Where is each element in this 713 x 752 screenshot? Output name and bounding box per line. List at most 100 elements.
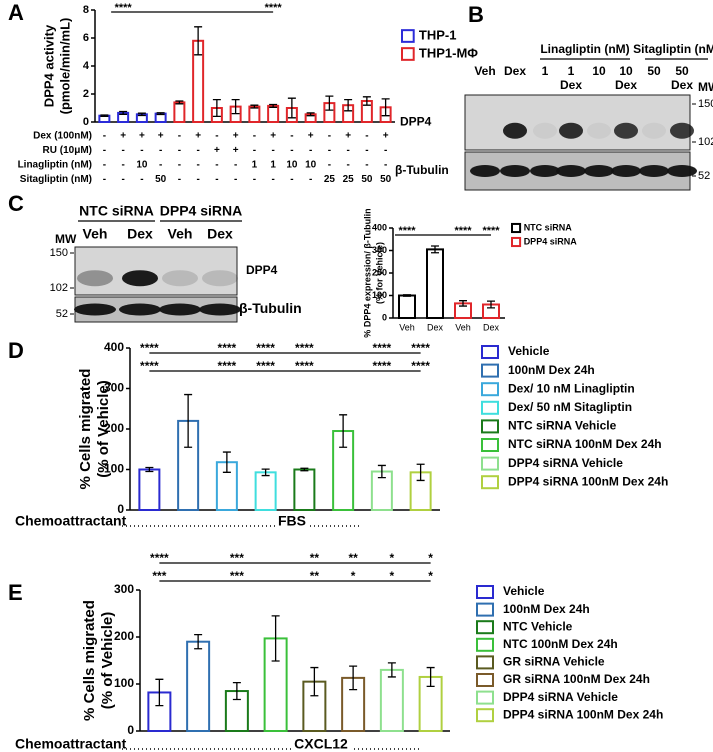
legend-label: NTC siRNA: [524, 222, 573, 232]
legend-label: Dex/ 50 nM Sitagliptin: [508, 400, 632, 414]
legend-swatch: [481, 419, 499, 434]
legend-swatch: [401, 47, 415, 61]
condition-value: -: [309, 174, 312, 185]
error-bar: [362, 96, 371, 106]
legend-label: DPP4 siRNA: [524, 236, 578, 246]
panel-label: B: [468, 2, 484, 27]
significance-label: ****: [295, 359, 314, 373]
error-bar: [137, 112, 146, 117]
lane-label: Dex: [207, 226, 233, 242]
legend-swatch: [476, 602, 494, 617]
significance-label: **: [310, 569, 320, 583]
bar: [379, 668, 404, 733]
group-label: Linagliptin (nM): [540, 42, 629, 56]
significance-label: ***: [152, 569, 166, 583]
condition-value: -: [140, 174, 143, 185]
condition-value: -: [196, 160, 199, 171]
significance-label: ****: [454, 225, 472, 237]
error-bar: [310, 666, 319, 697]
mw-label: 102: [698, 136, 713, 148]
lane-label: Dex: [560, 78, 582, 92]
band: [667, 165, 697, 177]
bar: [138, 468, 161, 511]
condition-value: -: [178, 145, 181, 156]
lane-label: Dex: [127, 226, 153, 242]
lane-label: 1: [568, 64, 575, 78]
lane-label: 50: [647, 64, 661, 78]
y-axis-label: (pmole/min/mL): [57, 18, 72, 115]
error-bar: [459, 300, 467, 307]
y-tick-label: 4: [83, 60, 90, 72]
x-tick-label: Veh: [399, 322, 415, 332]
blot-dpp4: [464, 94, 691, 151]
y-axis-label: % DPP4 expression/ β-Tubulin: [362, 208, 372, 337]
error-bar: [222, 451, 231, 473]
error-bar: [426, 666, 435, 687]
mw-label: 52: [56, 308, 68, 320]
legend-swatch: [511, 222, 522, 234]
significance-label: ****: [373, 341, 392, 355]
band: [74, 303, 116, 316]
significance-label: **: [310, 551, 320, 565]
condition-value: -: [271, 145, 274, 156]
band: [556, 165, 586, 177]
y-tick-label: 200: [372, 267, 387, 277]
legend-swatch: [476, 655, 494, 670]
legend-label: DPP4 siRNA Vehicle: [508, 456, 623, 470]
bar: [293, 468, 316, 511]
condition-value: 10: [305, 160, 317, 171]
mw-label: 102: [50, 282, 68, 294]
significance-label: ****: [256, 359, 275, 373]
legend-swatch: [481, 475, 499, 490]
mw-label: 150: [698, 98, 713, 110]
significance-label: ****: [295, 341, 314, 355]
y-axis-label: (% of Vehicle): [99, 612, 116, 710]
error-bar: [194, 634, 203, 650]
band: [199, 303, 241, 316]
condition-value: -: [290, 145, 293, 156]
legend-swatch: [476, 708, 494, 723]
error-bar: [344, 98, 353, 112]
condition-label: RU (10μM): [43, 145, 92, 156]
significance-label: ****: [411, 341, 430, 355]
condition-value: -: [384, 160, 387, 171]
mw-label: 52: [698, 170, 710, 182]
condition-value: -: [178, 160, 181, 171]
bar: [254, 471, 277, 511]
y-tick-label: 300: [372, 245, 387, 255]
condition-value: 1: [270, 160, 276, 171]
bar: [248, 105, 261, 123]
legend-swatch: [476, 690, 494, 705]
error-bar: [269, 103, 278, 108]
row-label: DPP4: [246, 263, 278, 277]
band: [587, 122, 611, 139]
error-bar: [349, 665, 358, 691]
group-label: NTC siRNA: [79, 203, 154, 219]
band: [584, 165, 614, 177]
group-label: Sitagliptin (nM): [633, 42, 713, 56]
condition-label: Sitagliptin (nM): [20, 174, 92, 185]
chemoattractant-label: Chemoattractant: [15, 736, 127, 752]
condition-label: Linagliptin (nM): [18, 160, 92, 171]
significance-label: ****: [373, 359, 392, 373]
legend-swatch: [476, 673, 494, 687]
condition-value: +: [139, 131, 145, 142]
error-bar: [339, 414, 348, 448]
band: [500, 165, 530, 177]
significance-label: ****: [218, 341, 237, 355]
lane-label: 10: [619, 64, 633, 78]
chemoattractant-value: FBS: [278, 513, 306, 529]
y-axis-label: % Cells migrated: [81, 600, 98, 721]
condition-value: +: [158, 131, 164, 142]
legend-swatch: [481, 438, 499, 452]
significance-label: ****: [218, 359, 237, 373]
y-tick-label: 200: [114, 629, 134, 643]
y-tick-label: 100: [114, 676, 134, 690]
y-tick-label: 0: [117, 502, 124, 516]
condition-value: 25: [324, 174, 336, 185]
y-tick-label: 0: [127, 723, 134, 737]
legend-swatch: [481, 456, 499, 471]
condition-value: -: [253, 174, 256, 185]
error-bar: [100, 114, 109, 118]
lane-label: Veh: [168, 226, 193, 242]
